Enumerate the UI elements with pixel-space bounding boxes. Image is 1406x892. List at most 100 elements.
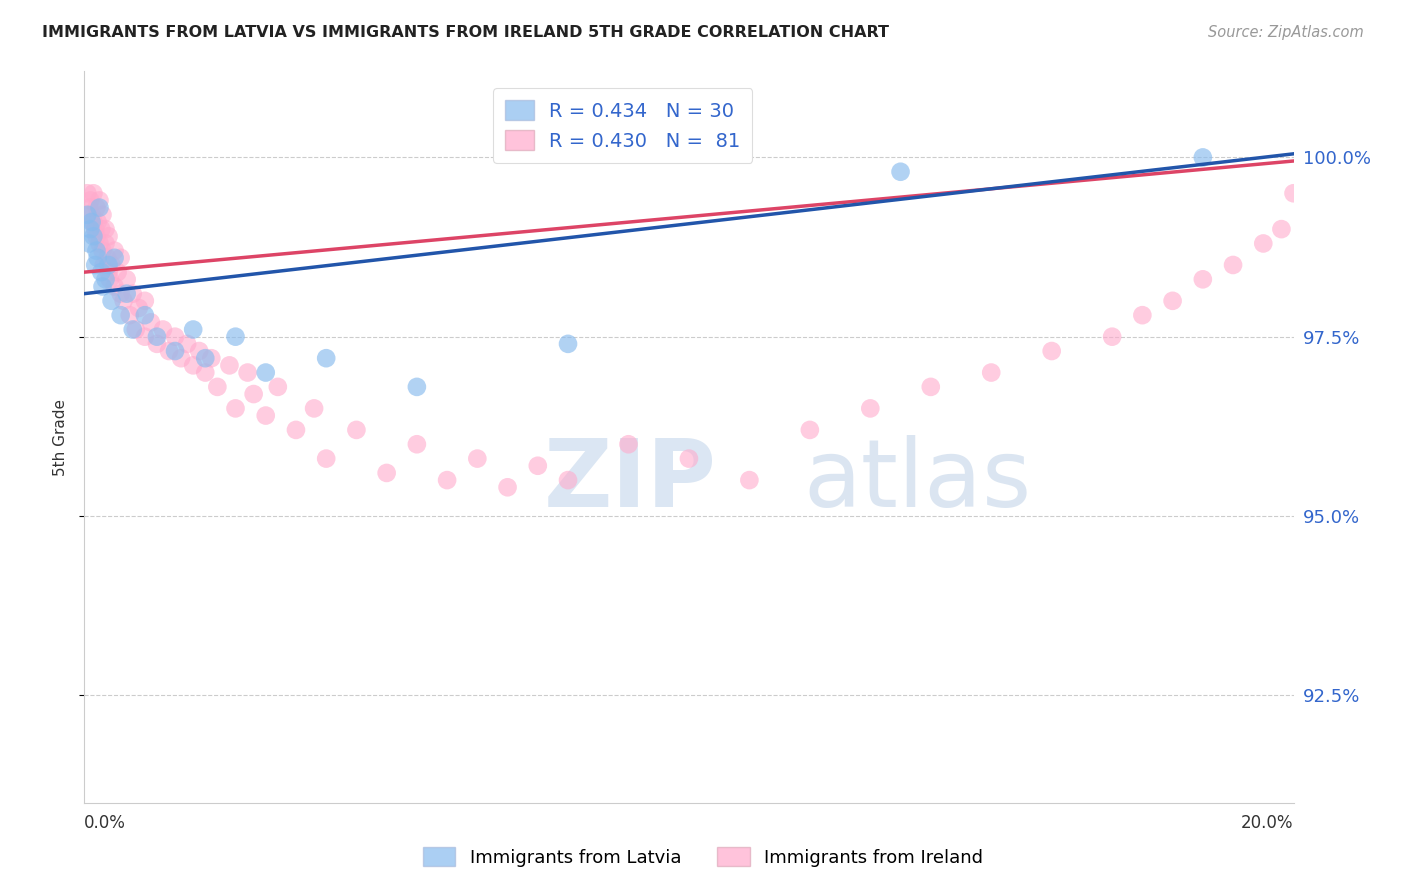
Point xyxy=(139,315,162,329)
Point xyxy=(267,380,290,394)
Point xyxy=(302,401,325,416)
Point xyxy=(80,215,103,229)
Point xyxy=(86,251,108,265)
Text: IMMIGRANTS FROM LATVIA VS IMMIGRANTS FROM IRELAND 5TH GRADE CORRELATION CHART: IMMIGRANTS FROM LATVIA VS IMMIGRANTS FRO… xyxy=(42,25,889,40)
Point xyxy=(100,293,122,308)
Point xyxy=(115,286,138,301)
Point xyxy=(194,366,217,380)
Point xyxy=(859,401,882,416)
Point xyxy=(77,201,100,215)
Point xyxy=(920,380,942,394)
Point xyxy=(346,423,368,437)
Point xyxy=(121,322,143,336)
Point xyxy=(115,272,138,286)
Point xyxy=(254,409,277,423)
Point xyxy=(157,344,180,359)
Point xyxy=(110,308,132,322)
Point xyxy=(98,272,121,286)
Point xyxy=(315,351,337,366)
Point xyxy=(218,359,240,373)
Point xyxy=(134,308,156,322)
Point xyxy=(104,244,127,258)
Point xyxy=(181,322,204,336)
Point xyxy=(86,229,108,244)
Point xyxy=(980,366,1002,380)
Point xyxy=(467,451,489,466)
Point xyxy=(146,336,169,351)
Point xyxy=(890,165,912,179)
Point xyxy=(375,466,398,480)
Point xyxy=(84,222,107,236)
Point xyxy=(110,251,132,265)
Legend: R = 0.434   N = 30, R = 0.430   N =  81: R = 0.434 N = 30, R = 0.430 N = 81 xyxy=(494,88,752,162)
Point xyxy=(94,236,117,251)
Point xyxy=(315,451,337,466)
Point xyxy=(76,208,98,222)
Point xyxy=(557,336,579,351)
Point xyxy=(121,286,143,301)
Point xyxy=(188,344,211,359)
Text: Source: ZipAtlas.com: Source: ZipAtlas.com xyxy=(1208,25,1364,40)
Point xyxy=(91,244,114,258)
Point xyxy=(82,229,104,244)
Point xyxy=(97,258,120,272)
Point xyxy=(1192,150,1215,164)
Point xyxy=(176,336,198,351)
Point xyxy=(557,473,579,487)
Point xyxy=(146,329,169,343)
Point xyxy=(94,272,117,286)
Point xyxy=(110,286,132,301)
Text: 20.0%: 20.0% xyxy=(1241,814,1294,831)
Point xyxy=(1101,329,1123,343)
Point xyxy=(406,437,429,451)
Point xyxy=(1282,186,1305,201)
Point xyxy=(527,458,550,473)
Point xyxy=(738,473,761,487)
Point xyxy=(107,265,129,279)
Point xyxy=(225,401,247,416)
Point xyxy=(86,201,108,215)
Point xyxy=(200,351,222,366)
Point xyxy=(1132,308,1154,322)
Point xyxy=(82,186,104,201)
Point xyxy=(79,222,101,236)
Point xyxy=(80,208,103,222)
Point xyxy=(77,236,100,251)
Point xyxy=(89,236,111,251)
Point xyxy=(104,279,127,293)
Point xyxy=(181,359,204,373)
Point xyxy=(79,194,101,208)
Point xyxy=(128,301,150,315)
Point xyxy=(134,293,156,308)
Point xyxy=(90,222,112,236)
Point xyxy=(236,366,259,380)
Point xyxy=(97,265,120,279)
Point xyxy=(1192,272,1215,286)
Text: 0.0%: 0.0% xyxy=(84,814,127,831)
Point xyxy=(152,322,174,336)
Point xyxy=(125,322,148,336)
Point xyxy=(86,215,108,229)
Point xyxy=(1040,344,1063,359)
Point xyxy=(242,387,264,401)
Point xyxy=(104,251,127,265)
Point xyxy=(100,258,122,272)
Point xyxy=(112,293,135,308)
Text: ZIP: ZIP xyxy=(544,435,717,527)
Legend: Immigrants from Latvia, Immigrants from Ireland: Immigrants from Latvia, Immigrants from … xyxy=(416,840,990,874)
Point xyxy=(89,201,111,215)
Point xyxy=(84,258,107,272)
Point xyxy=(1222,258,1244,272)
Point xyxy=(617,437,640,451)
Point xyxy=(406,380,429,394)
Point xyxy=(96,251,118,265)
Point xyxy=(90,265,112,279)
Point xyxy=(496,480,519,494)
Point xyxy=(436,473,458,487)
Point xyxy=(91,279,114,293)
Point xyxy=(678,451,700,466)
Point xyxy=(799,423,821,437)
Text: atlas: atlas xyxy=(804,435,1032,527)
Point xyxy=(89,194,111,208)
Point xyxy=(76,186,98,201)
